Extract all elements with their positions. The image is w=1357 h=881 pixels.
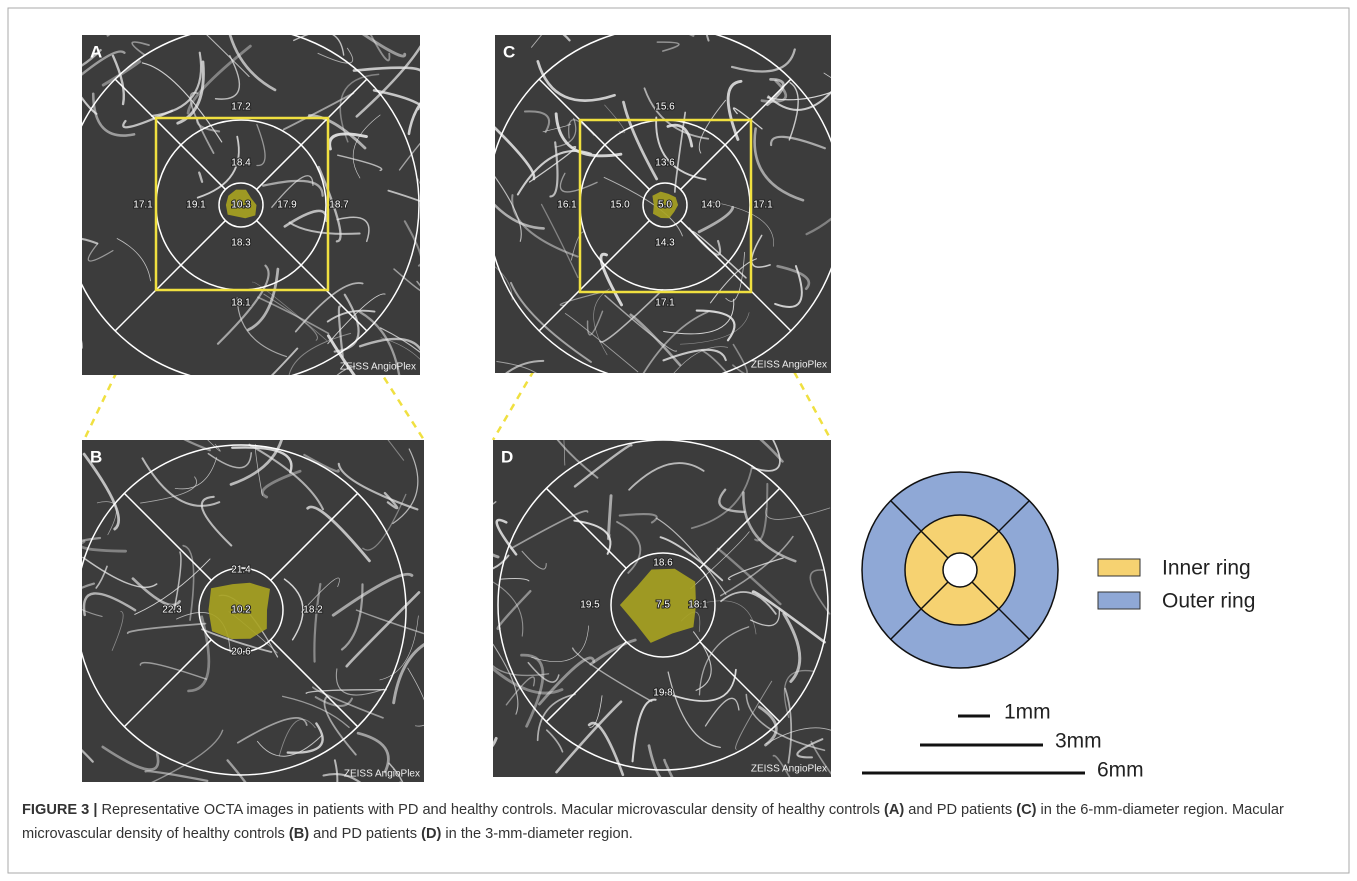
scale-label: 6mm — [1097, 759, 1144, 782]
density-value: 17.1 — [655, 298, 675, 309]
density-value: 17.1 — [753, 200, 773, 211]
density-value: 14.3 — [655, 238, 675, 249]
watermark: ZEISS AngioPlex — [344, 769, 420, 780]
caption-ref: (D) — [421, 826, 441, 842]
density-value: 17.1 — [133, 200, 153, 211]
caption-text: Representative OCTA images in patients w… — [97, 802, 884, 818]
density-value: 18.2 — [303, 605, 323, 616]
panel-label: C — [503, 42, 515, 61]
density-value: 13.6 — [655, 158, 675, 169]
watermark: ZEISS AngioPlex — [751, 360, 827, 371]
density-value: 18.6 — [653, 558, 673, 569]
density-value: 19.1 — [186, 200, 206, 211]
legend-swatch-inner — [1098, 559, 1140, 576]
density-value: 16.1 — [557, 200, 577, 211]
density-value: 22.3 — [162, 605, 182, 616]
sector-diagram — [862, 472, 1058, 668]
caption: FIGURE 3 | Representative OCTA images in… — [22, 798, 1332, 846]
scale-label: 3mm — [1055, 730, 1102, 753]
density-value: 17.2 — [231, 102, 251, 113]
panel-label: B — [90, 447, 102, 466]
figure: Inner ring Outer ring 1mm 3mm 6mm 17.2 17… — [0, 0, 1357, 881]
density-value: 14.0 — [701, 200, 721, 211]
density-value: 17.9 — [277, 200, 297, 211]
density-value: 18.4 — [231, 158, 251, 169]
density-value: 20.6 — [231, 647, 251, 658]
density-value: 15.0 — [610, 200, 630, 211]
caption-text: in the 3-mm-diameter region. — [441, 826, 632, 842]
density-value: 7.5 — [656, 600, 670, 611]
caption-label: FIGURE 3 | — [22, 802, 97, 818]
legend-label: Inner ring — [1162, 557, 1251, 580]
caption-ref: (A) — [884, 802, 904, 818]
scale-label: 1mm — [1004, 701, 1051, 724]
legend-swatch-outer — [1098, 592, 1140, 609]
caption-text: and PD patients — [309, 826, 421, 842]
density-value: 18.1 — [231, 298, 251, 309]
density-value: 21.4 — [231, 565, 251, 576]
caption-text: and PD patients — [904, 802, 1016, 818]
octa-panel — [36, 0, 489, 434]
caption-ref: (C) — [1016, 802, 1036, 818]
density-value: 15.6 — [655, 102, 675, 113]
density-value: 10.2 — [231, 605, 251, 616]
figure-graphic: Inner ring Outer ring 1mm 3mm 6mm 17.2 17… — [0, 0, 1357, 881]
watermark: ZEISS AngioPlex — [751, 764, 827, 775]
legend-label: Outer ring — [1162, 590, 1255, 613]
density-value: 10.3 — [231, 200, 251, 211]
panel-label: A — [90, 42, 102, 61]
density-value: 18.7 — [329, 200, 349, 211]
density-value: 18.1 — [688, 600, 708, 611]
caption-ref: (B) — [289, 826, 309, 842]
density-value: 18.3 — [231, 238, 251, 249]
density-value: 19.5 — [580, 600, 600, 611]
density-value: 19.8 — [653, 688, 673, 699]
panel-label: D — [501, 447, 513, 466]
watermark: ZEISS AngioPlex — [340, 362, 416, 373]
density-value: 5.0 — [658, 200, 672, 211]
